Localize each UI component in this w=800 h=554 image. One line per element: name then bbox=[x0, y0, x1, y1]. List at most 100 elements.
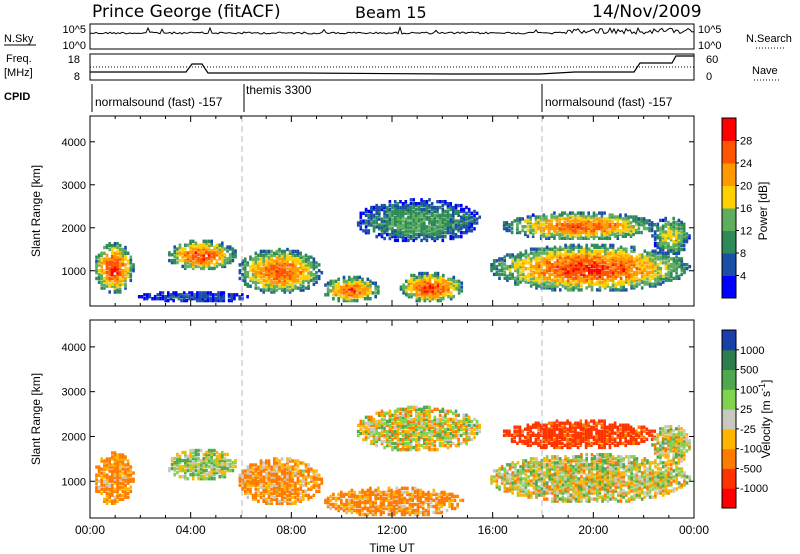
range-gate-cell bbox=[370, 221, 373, 225]
range-gate-cell bbox=[366, 277, 370, 281]
range-gate-cell bbox=[210, 477, 213, 481]
range-gate-cell bbox=[495, 266, 499, 271]
range-gate-cell bbox=[400, 504, 404, 509]
range-gate-cell bbox=[113, 278, 117, 283]
range-gate-cell bbox=[503, 272, 507, 277]
beam-title: Beam 15 bbox=[355, 3, 427, 22]
range-gate-cell bbox=[638, 257, 641, 261]
range-gate-cell bbox=[199, 458, 203, 463]
range-gate-cell bbox=[288, 501, 292, 505]
range-gate-cell bbox=[600, 213, 604, 217]
range-gate-cell bbox=[403, 510, 407, 515]
range-gate-cell bbox=[457, 289, 461, 293]
range-gate-cell bbox=[574, 228, 577, 233]
range-gate-cell bbox=[576, 228, 580, 233]
range-gate-cell bbox=[574, 272, 578, 277]
range-gate-cell bbox=[571, 223, 575, 227]
range-gate-cell bbox=[283, 286, 287, 290]
range-gate-cell bbox=[498, 263, 501, 267]
range-gate-cell bbox=[278, 469, 281, 473]
range-gate-cell bbox=[407, 231, 410, 235]
range-gate-cell bbox=[299, 251, 302, 255]
range-gate-cell bbox=[387, 512, 391, 517]
range-gate-cell bbox=[650, 228, 654, 233]
range-gate-cell bbox=[375, 221, 378, 225]
range-gate-cell bbox=[249, 487, 252, 491]
range-gate-cell bbox=[416, 504, 420, 509]
range-gate-cell bbox=[424, 512, 428, 517]
range-gate-cell bbox=[257, 263, 260, 267]
range-gate-cell bbox=[411, 486, 414, 490]
range-gate-cell bbox=[205, 262, 208, 267]
range-gate-cell bbox=[428, 203, 431, 208]
range-gate-cell bbox=[337, 277, 340, 281]
range-gate-cell bbox=[259, 471, 263, 475]
range-gate-cell bbox=[296, 278, 300, 283]
range-gate-cell bbox=[438, 221, 442, 225]
range-gate-cell bbox=[194, 468, 198, 473]
range-gate-cell bbox=[633, 272, 636, 277]
range-gate-cell bbox=[118, 487, 122, 491]
range-gate-cell bbox=[118, 465, 122, 469]
range-gate-cell bbox=[334, 279, 338, 283]
range-gate-cell bbox=[580, 263, 583, 267]
range-gate-cell bbox=[246, 481, 250, 485]
range-gate-cell bbox=[246, 295, 249, 299]
range-gate-cell bbox=[436, 215, 439, 219]
range-gate-cell bbox=[194, 241, 198, 245]
range-gate-cell bbox=[270, 271, 273, 275]
range-gate-cell bbox=[296, 280, 300, 284]
range-gate-cell bbox=[217, 298, 220, 303]
range-gate-cell bbox=[324, 500, 327, 505]
range-gate-cell bbox=[640, 259, 644, 263]
range-gate-cell bbox=[350, 504, 354, 509]
range-gate-cell bbox=[386, 223, 389, 227]
range-gate-cell bbox=[231, 247, 235, 251]
range-gate-cell bbox=[267, 272, 271, 277]
range-gate-cell bbox=[196, 293, 199, 297]
range-gate-cell bbox=[178, 464, 182, 469]
range-gate-cell bbox=[587, 217, 590, 221]
range-gate-cell bbox=[116, 461, 119, 465]
range-gate-cell bbox=[434, 293, 437, 297]
range-gate-cell bbox=[254, 481, 258, 485]
range-gate-cell bbox=[449, 223, 452, 227]
range-gate-cell bbox=[574, 219, 577, 223]
range-gate-cell bbox=[527, 255, 530, 259]
range-gate-cell bbox=[576, 236, 580, 240]
range-gate-cell bbox=[415, 298, 419, 303]
range-gate-cell bbox=[444, 279, 448, 283]
range-gate-cell bbox=[598, 272, 602, 277]
range-gate-cell bbox=[532, 272, 536, 277]
range-gate-cell bbox=[399, 227, 402, 231]
range-gate-cell bbox=[367, 223, 371, 227]
range-gate-cell bbox=[447, 289, 450, 293]
range-gate-cell bbox=[593, 251, 596, 255]
range-gate-cell bbox=[186, 243, 190, 247]
range-gate-cell bbox=[561, 232, 564, 237]
range-gate-cell bbox=[582, 278, 586, 282]
range-gate-cell bbox=[425, 231, 429, 235]
range-gate-cell bbox=[111, 465, 114, 469]
range-gate-cell bbox=[238, 271, 242, 275]
range-gate-cell bbox=[672, 220, 675, 225]
range-gate-cell bbox=[181, 251, 184, 255]
range-gate-cell bbox=[223, 473, 227, 477]
range-gate-cell bbox=[161, 291, 165, 295]
range-gate-cell bbox=[124, 489, 127, 493]
range-gate-cell bbox=[609, 270, 612, 275]
range-gate-cell bbox=[257, 475, 260, 479]
range-gate-cell bbox=[126, 259, 130, 263]
range-gate-cell bbox=[577, 261, 581, 265]
range-gate-cell bbox=[353, 500, 356, 505]
range-gate-cell bbox=[667, 243, 670, 248]
range-gate-cell bbox=[345, 510, 348, 515]
range-gate-cell bbox=[436, 209, 439, 214]
range-gate-cell bbox=[288, 465, 292, 469]
range-gate-cell bbox=[113, 499, 117, 503]
range-gate-cell bbox=[283, 257, 287, 261]
range-gate-cell bbox=[548, 272, 551, 277]
range-gate-cell bbox=[677, 274, 681, 278]
range-gate-cell bbox=[619, 228, 622, 233]
range-gate-cell bbox=[609, 286, 612, 290]
